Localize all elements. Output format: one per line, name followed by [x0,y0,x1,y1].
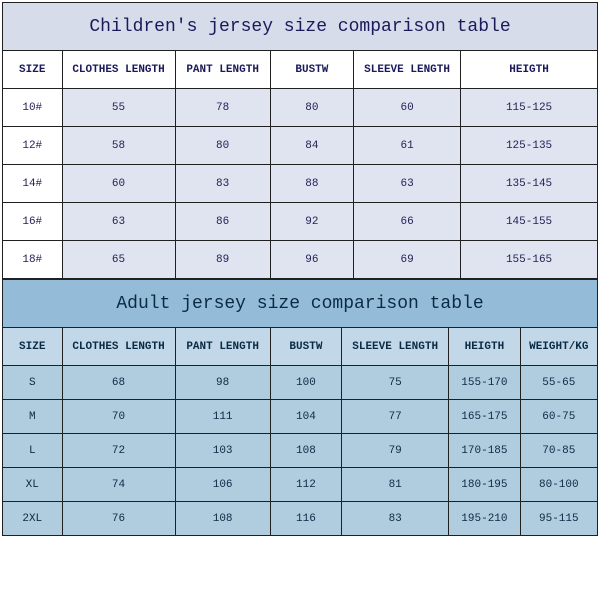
cell-size: L [3,434,63,468]
cell-size: 18# [3,241,63,279]
children-col-bust: BUSTW [270,51,353,89]
table-row: 14# 60 83 88 63 135-145 [3,165,598,203]
adult-col-size: SIZE [3,328,63,366]
table-row: 18# 65 89 96 69 155-165 [3,241,598,279]
cell-sleeve: 75 [342,366,449,400]
table-row: 12# 58 80 84 61 125-135 [3,127,598,165]
adult-col-height: HEIGTH [449,328,520,366]
table-row: XL 74 106 112 81 180-195 80-100 [3,468,598,502]
table-row: S 68 98 100 75 155-170 55-65 [3,366,598,400]
adult-header-row: SIZE CLOTHES LENGTH PANT LENGTH BUSTW SL… [3,328,598,366]
children-col-pant: PANT LENGTH [175,51,270,89]
cell-weight: 80-100 [520,468,597,502]
cell-pant: 108 [175,502,270,536]
cell-bust: 108 [270,434,341,468]
cell-size: 16# [3,203,63,241]
cell-weight: 60-75 [520,400,597,434]
cell-clothes: 70 [62,400,175,434]
cell-height: 170-185 [449,434,520,468]
children-header-row: SIZE CLOTHES LENGTH PANT LENGTH BUSTW SL… [3,51,598,89]
cell-pant: 89 [175,241,270,279]
children-size-table: Children's jersey size comparison table … [2,2,598,279]
cell-weight: 95-115 [520,502,597,536]
adult-col-weight: WEIGHT/KG [520,328,597,366]
cell-clothes: 55 [62,89,175,127]
cell-sleeve: 83 [342,502,449,536]
cell-bust: 88 [270,165,353,203]
cell-size: 2XL [3,502,63,536]
adult-size-table: Adult jersey size comparison table SIZE … [2,279,598,536]
cell-weight: 55-65 [520,366,597,400]
children-title-row: Children's jersey size comparison table [3,3,598,51]
cell-clothes: 76 [62,502,175,536]
cell-clothes: 74 [62,468,175,502]
cell-pant: 78 [175,89,270,127]
cell-pant: 103 [175,434,270,468]
cell-bust: 100 [270,366,341,400]
cell-sleeve: 60 [354,89,461,127]
cell-sleeve: 79 [342,434,449,468]
children-title: Children's jersey size comparison table [3,3,598,51]
cell-clothes: 58 [62,127,175,165]
cell-bust: 92 [270,203,353,241]
cell-pant: 111 [175,400,270,434]
cell-height: 195-210 [449,502,520,536]
cell-bust: 96 [270,241,353,279]
cell-pant: 106 [175,468,270,502]
cell-clothes: 65 [62,241,175,279]
cell-sleeve: 77 [342,400,449,434]
cell-height: 155-165 [461,241,598,279]
children-col-height: HEIGTH [461,51,598,89]
children-col-sleeve: SLEEVE LENGTH [354,51,461,89]
cell-clothes: 72 [62,434,175,468]
cell-sleeve: 61 [354,127,461,165]
adult-col-sleeve: SLEEVE LENGTH [342,328,449,366]
cell-size: 14# [3,165,63,203]
cell-bust: 104 [270,400,341,434]
children-col-clothes: CLOTHES LENGTH [62,51,175,89]
adult-col-clothes: CLOTHES LENGTH [62,328,175,366]
cell-clothes: 63 [62,203,175,241]
cell-size: XL [3,468,63,502]
cell-bust: 80 [270,89,353,127]
cell-height: 180-195 [449,468,520,502]
cell-height: 115-125 [461,89,598,127]
table-row: 2XL 76 108 116 83 195-210 95-115 [3,502,598,536]
cell-bust: 84 [270,127,353,165]
cell-sleeve: 66 [354,203,461,241]
cell-height: 155-170 [449,366,520,400]
cell-bust: 116 [270,502,341,536]
adult-col-bust: BUSTW [270,328,341,366]
cell-height: 135-145 [461,165,598,203]
cell-pant: 98 [175,366,270,400]
adult-title: Adult jersey size comparison table [3,280,598,328]
table-row: L 72 103 108 79 170-185 70-85 [3,434,598,468]
table-row: 10# 55 78 80 60 115-125 [3,89,598,127]
cell-sleeve: 81 [342,468,449,502]
cell-size: 12# [3,127,63,165]
adult-title-row: Adult jersey size comparison table [3,280,598,328]
cell-size: M [3,400,63,434]
cell-bust: 112 [270,468,341,502]
cell-pant: 86 [175,203,270,241]
children-col-size: SIZE [3,51,63,89]
cell-sleeve: 69 [354,241,461,279]
cell-clothes: 68 [62,366,175,400]
cell-clothes: 60 [62,165,175,203]
cell-pant: 83 [175,165,270,203]
cell-weight: 70-85 [520,434,597,468]
table-row: 16# 63 86 92 66 145-155 [3,203,598,241]
cell-size: S [3,366,63,400]
cell-pant: 80 [175,127,270,165]
table-row: M 70 111 104 77 165-175 60-75 [3,400,598,434]
size-tables: Children's jersey size comparison table … [2,2,598,536]
cell-height: 165-175 [449,400,520,434]
adult-col-pant: PANT LENGTH [175,328,270,366]
cell-sleeve: 63 [354,165,461,203]
cell-height: 145-155 [461,203,598,241]
cell-height: 125-135 [461,127,598,165]
cell-size: 10# [3,89,63,127]
